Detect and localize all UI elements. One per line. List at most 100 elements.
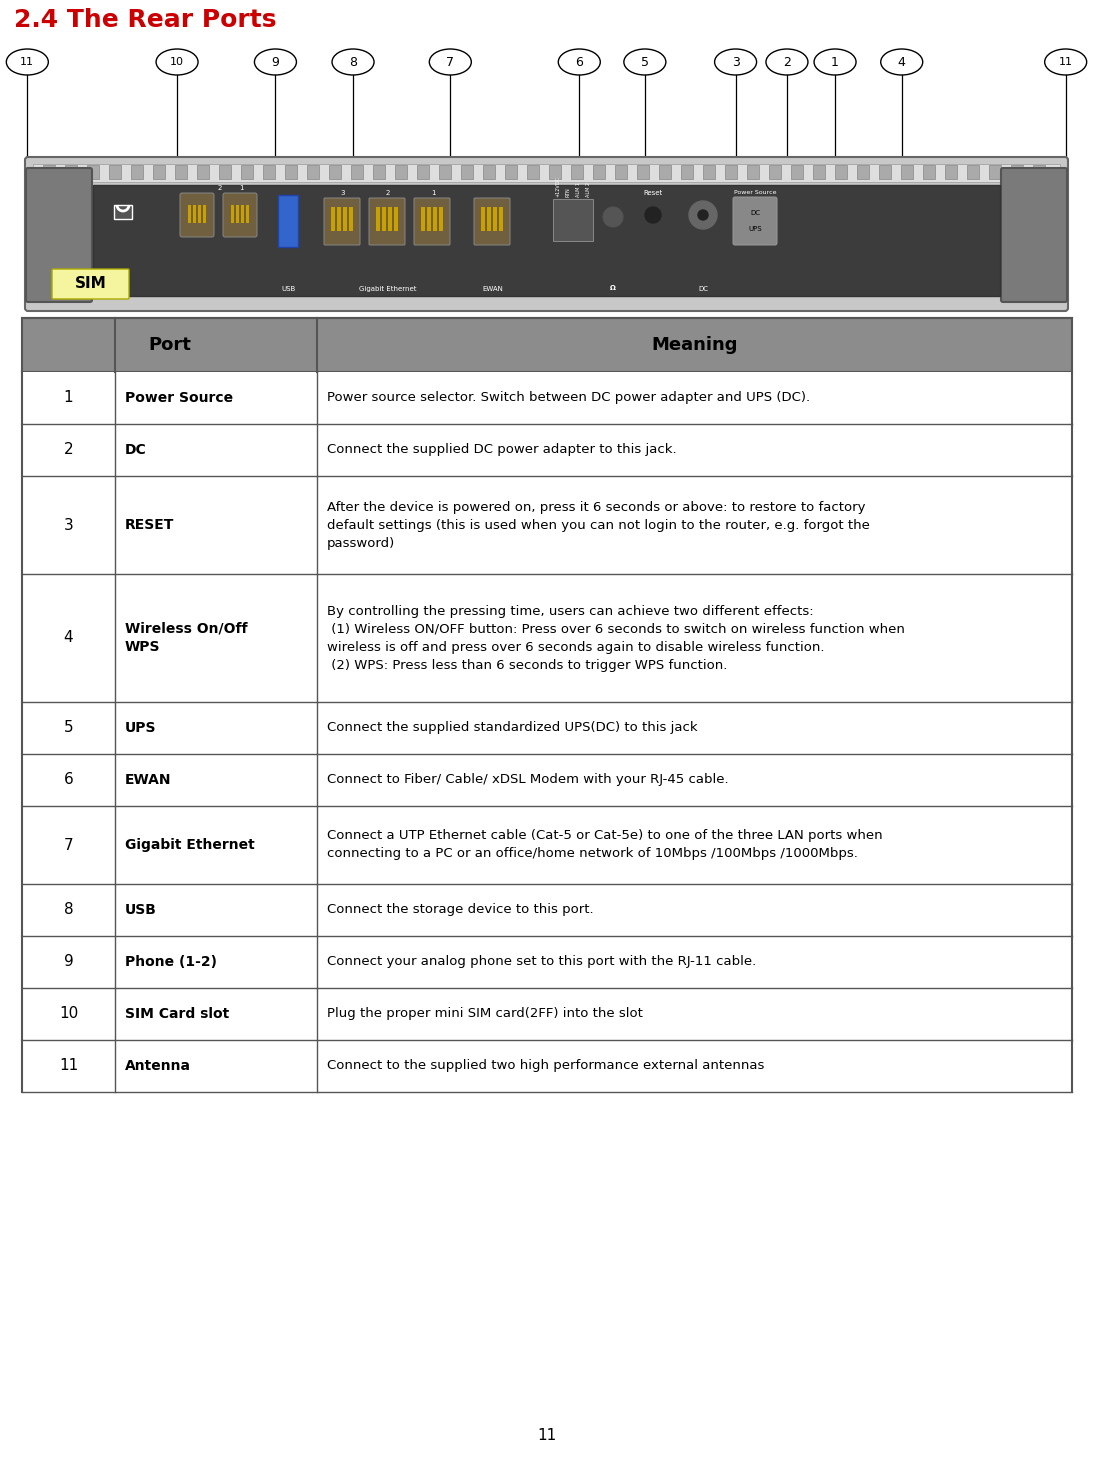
Bar — [22, 936, 1072, 988]
Bar — [236, 205, 239, 224]
Bar — [87, 165, 99, 178]
Text: 6: 6 — [63, 772, 73, 788]
Text: EWAN: EWAN — [483, 287, 504, 292]
Bar — [967, 165, 979, 178]
Bar — [376, 208, 380, 231]
Text: ALM 2: ALM 2 — [586, 181, 590, 197]
Text: $\it{\ 1}$: $\it{\ 1}$ — [237, 183, 245, 192]
FancyBboxPatch shape — [26, 168, 92, 303]
Text: After the device is powered on, press it 6 seconds or above: to restore to facto: After the device is powered on, press it… — [327, 500, 870, 550]
Bar — [835, 165, 847, 178]
Text: 4: 4 — [897, 56, 906, 69]
Text: 11: 11 — [59, 1058, 78, 1073]
Bar — [433, 208, 437, 231]
Bar — [493, 208, 497, 231]
Bar — [22, 702, 1072, 754]
Bar — [175, 165, 187, 178]
Text: 8: 8 — [349, 56, 357, 69]
Bar — [198, 205, 201, 224]
Bar — [22, 806, 1072, 885]
Bar — [945, 165, 957, 178]
Bar — [22, 424, 1072, 477]
Bar — [571, 165, 583, 178]
Text: Wireless On/Off
WPS: Wireless On/Off WPS — [125, 621, 247, 654]
FancyBboxPatch shape — [414, 197, 450, 246]
Bar — [240, 165, 252, 178]
FancyBboxPatch shape — [369, 197, 406, 246]
Bar — [22, 319, 1072, 371]
Bar — [43, 165, 55, 178]
Bar — [922, 165, 935, 178]
Text: 3: 3 — [731, 56, 740, 69]
Circle shape — [645, 208, 661, 224]
Bar — [637, 165, 649, 178]
Bar — [307, 165, 319, 178]
Bar — [109, 165, 121, 178]
Text: 11: 11 — [21, 57, 34, 67]
Text: 1: 1 — [431, 190, 435, 196]
Bar — [725, 165, 737, 178]
Text: Port: Port — [148, 336, 191, 354]
Text: 10: 10 — [59, 1006, 78, 1022]
FancyBboxPatch shape — [474, 197, 510, 246]
Bar — [22, 988, 1072, 1039]
Bar — [879, 165, 891, 178]
FancyBboxPatch shape — [324, 197, 360, 246]
Text: 5: 5 — [63, 721, 73, 735]
Bar — [681, 165, 693, 178]
Text: 10: 10 — [171, 57, 184, 67]
Bar — [351, 165, 363, 178]
Text: 1: 1 — [831, 56, 839, 69]
Bar — [593, 165, 606, 178]
Bar — [857, 165, 869, 178]
Text: Meaning: Meaning — [651, 336, 738, 354]
Bar — [381, 208, 386, 231]
Bar — [93, 186, 1000, 295]
Circle shape — [603, 208, 623, 227]
Text: DC: DC — [125, 443, 146, 458]
Text: Connect the storage device to this port.: Connect the storage device to this port. — [327, 904, 593, 917]
Bar — [22, 371, 1072, 424]
FancyBboxPatch shape — [733, 197, 777, 246]
Text: 3: 3 — [341, 190, 345, 196]
Bar — [22, 477, 1072, 575]
Text: 9: 9 — [63, 955, 73, 969]
Bar — [22, 754, 1072, 806]
FancyBboxPatch shape — [180, 193, 214, 237]
Bar — [263, 165, 275, 178]
FancyBboxPatch shape — [1001, 168, 1067, 303]
Bar — [246, 205, 249, 224]
Bar — [329, 165, 341, 178]
Bar — [549, 165, 561, 178]
Bar — [231, 205, 234, 224]
Text: Connect the supplied standardized UPS(DC) to this jack: Connect the supplied standardized UPS(DC… — [327, 722, 697, 734]
Text: Antenna: Antenna — [125, 1058, 191, 1073]
Circle shape — [689, 200, 717, 230]
Bar — [1033, 165, 1045, 178]
Bar — [769, 165, 781, 178]
Bar — [33, 164, 1060, 181]
Bar — [487, 208, 491, 231]
Text: 2: 2 — [386, 190, 390, 196]
Bar — [114, 205, 132, 219]
Bar — [343, 208, 346, 231]
Text: Connect a UTP Ethernet cable (Cat-5 or Cat-5e) to one of the three LAN ports whe: Connect a UTP Ethernet cable (Cat-5 or C… — [327, 829, 883, 861]
Text: $\it{\ 2}$: $\it{\ 2}$ — [215, 183, 223, 192]
Bar — [22, 885, 1072, 936]
Text: $\mathbf{\Omega}$: $\mathbf{\Omega}$ — [609, 284, 616, 292]
Bar — [337, 208, 341, 231]
Text: USB: USB — [281, 287, 295, 292]
Text: RTN: RTN — [565, 187, 571, 197]
Bar — [500, 208, 503, 231]
Text: DC: DC — [698, 287, 708, 292]
Bar — [1011, 165, 1023, 178]
Bar — [240, 205, 244, 224]
Text: Gigabit Ethernet: Gigabit Ethernet — [360, 287, 416, 292]
Text: 3: 3 — [63, 518, 73, 532]
Text: Phone (1-2): Phone (1-2) — [125, 955, 218, 969]
Bar — [505, 165, 517, 178]
Bar — [791, 165, 803, 178]
Text: SIM: SIM — [75, 276, 107, 291]
Bar — [527, 165, 539, 178]
Bar — [22, 1039, 1072, 1092]
